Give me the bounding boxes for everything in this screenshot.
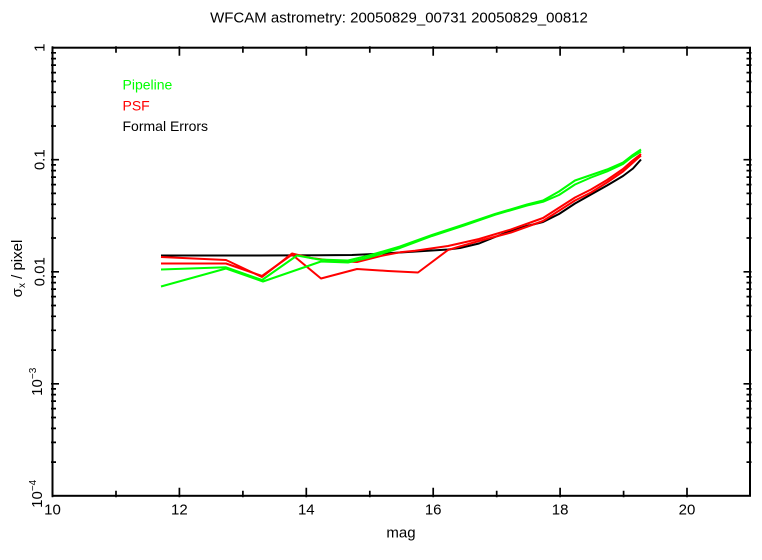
svg-text:16: 16: [425, 501, 442, 518]
svg-text:mag: mag: [386, 525, 415, 542]
svg-text:0.1: 0.1: [32, 149, 49, 170]
svg-text:18: 18: [552, 501, 569, 518]
svg-text:Formal Errors: Formal Errors: [123, 118, 209, 134]
svg-text:12: 12: [171, 501, 188, 518]
svg-text:14: 14: [298, 501, 315, 518]
svg-text:0.01: 0.01: [32, 257, 49, 286]
svg-text:Pipeline: Pipeline: [123, 76, 173, 92]
svg-text:10: 10: [44, 501, 61, 518]
svg-text:PSF: PSF: [123, 97, 150, 113]
svg-text:WFCAM astrometry: 20050829_007: WFCAM astrometry: 20050829_00731 2005082…: [210, 10, 588, 27]
svg-text:20: 20: [679, 501, 696, 518]
svg-text:1: 1: [32, 44, 49, 52]
svg-text:σx / pixel: σx / pixel: [9, 240, 28, 298]
